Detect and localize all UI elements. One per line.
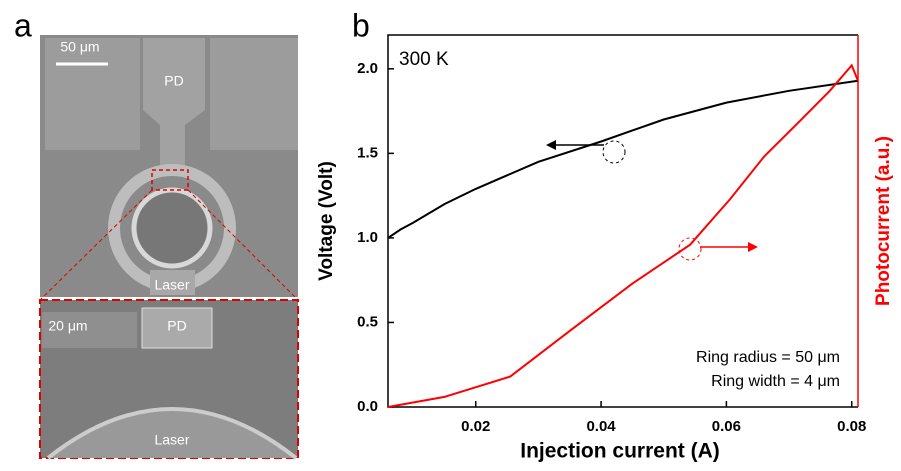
laser-pad <box>150 270 195 295</box>
marker-circle <box>602 140 626 164</box>
inset-scale-label: 20 μm <box>48 318 87 334</box>
x-tick-label: 0.02 <box>461 418 490 435</box>
panel-label: b <box>352 7 370 43</box>
zoom-line <box>39 189 153 301</box>
x-tick-label: 0.06 <box>712 418 741 435</box>
x-tick-label: 0.04 <box>586 418 616 435</box>
ring <box>131 187 213 269</box>
y-tick-label: 0.0 <box>357 398 378 415</box>
marker-circle <box>678 237 702 261</box>
pad <box>210 38 298 150</box>
inset-pad <box>42 312 137 348</box>
inset-pd-label: PD <box>167 318 186 334</box>
laser-label: Laser <box>154 277 189 293</box>
zoom-line <box>187 189 299 301</box>
annotation: 300 K <box>399 49 449 70</box>
arrow-head <box>748 242 758 252</box>
zoom-box <box>151 169 189 191</box>
y2-axis-label: Photocurrent (a.u.) <box>873 136 894 306</box>
inset-pd <box>141 307 213 349</box>
x-tick-label: 0.08 <box>837 418 866 435</box>
y-axis-label: Voltage (Volt) <box>316 161 337 281</box>
pad <box>45 38 140 150</box>
y-tick-label: 2.0 <box>357 60 378 77</box>
inset-ring <box>46 407 298 460</box>
series-line <box>387 79 859 239</box>
y-tick-label: 1.0 <box>357 229 378 246</box>
pd-pad <box>143 38 205 165</box>
axis-frame <box>387 34 858 408</box>
annotation: Ring width = 4 μm <box>711 373 840 390</box>
panel-label: a <box>14 7 32 43</box>
arrow-head <box>546 140 556 150</box>
annotation: Ring radius = 50 μm <box>696 349 840 366</box>
x-axis-label: Injection current (A) <box>520 440 720 463</box>
scale-label: 50 μm <box>60 39 99 55</box>
y-tick-label: 0.5 <box>357 313 378 330</box>
inset-laser-label: Laser <box>154 432 189 448</box>
series-line <box>387 63 859 408</box>
pd-label: PD <box>164 73 183 89</box>
y-tick-label: 1.5 <box>357 144 378 161</box>
